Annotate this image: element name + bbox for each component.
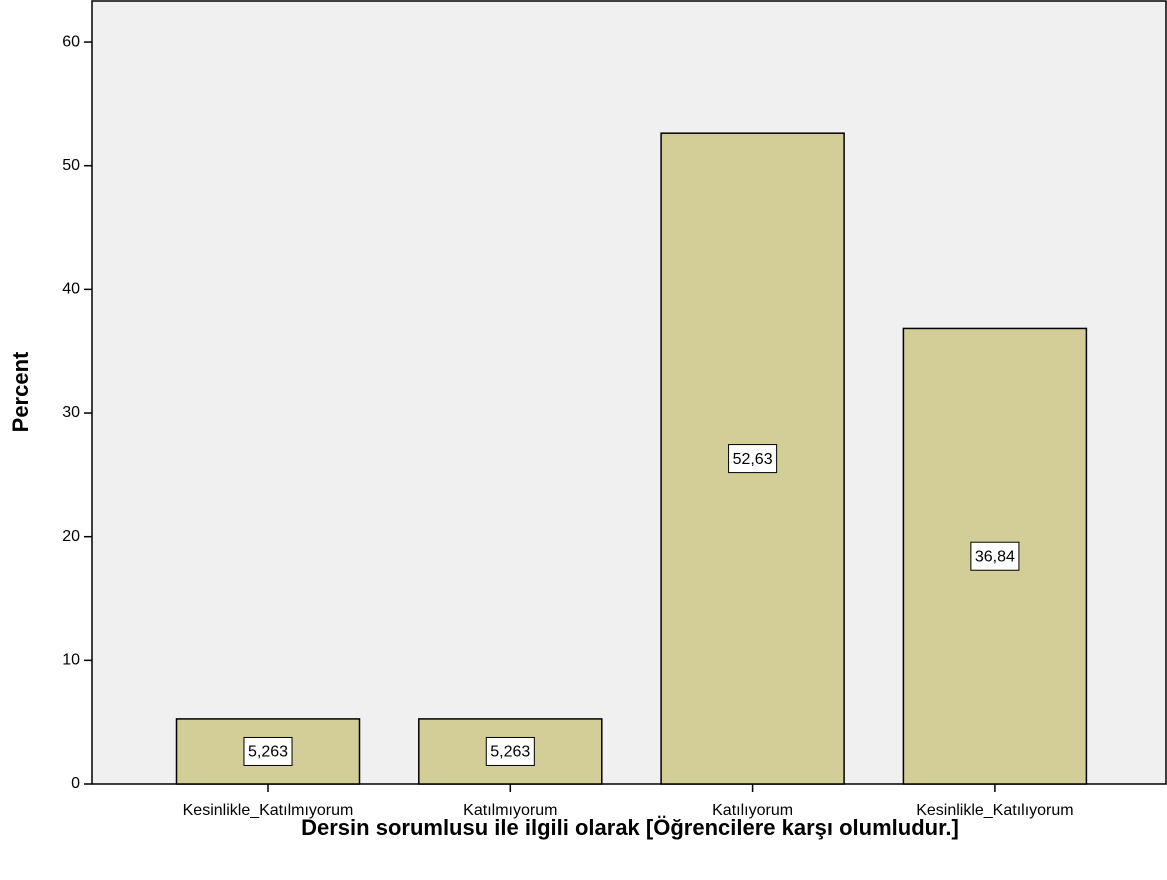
y-tick-label: 30 bbox=[62, 404, 80, 421]
value-label: 36,84 bbox=[975, 548, 1015, 565]
y-tick-label: 40 bbox=[62, 281, 80, 298]
value-label-box bbox=[970, 541, 1020, 571]
y-tick-label: 10 bbox=[62, 652, 80, 669]
value-label-box bbox=[243, 736, 293, 766]
y-axis-title: Percent bbox=[8, 351, 33, 432]
y-tick-label: 60 bbox=[62, 33, 80, 50]
x-axis-title: Dersin sorumlusu ile ilgili olarak [Öğre… bbox=[301, 815, 959, 840]
value-label: 52,63 bbox=[733, 451, 773, 468]
x-tick-label: Katılmıyorum bbox=[463, 802, 557, 819]
value-label: 5,263 bbox=[490, 744, 530, 761]
y-tick-label: 20 bbox=[62, 528, 80, 545]
x-tick-label: Kesinlikle_Katılıyorum bbox=[916, 802, 1073, 819]
y-tick-label: 0 bbox=[71, 775, 80, 792]
x-tick-label: Kesinlikle_Katılmıyorum bbox=[183, 802, 354, 819]
value-label-box bbox=[485, 736, 535, 766]
value-label: 5,263 bbox=[248, 744, 288, 761]
value-label-box bbox=[728, 444, 778, 474]
x-tick-label: Katılıyorum bbox=[712, 802, 793, 819]
y-tick-label: 50 bbox=[62, 157, 80, 174]
